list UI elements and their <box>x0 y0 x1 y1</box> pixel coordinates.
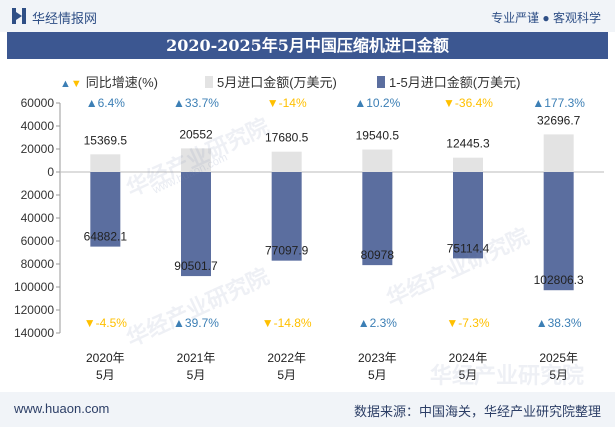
growth-may-label: ▼-14% <box>267 96 307 110</box>
may-value-label: 17680.5 <box>265 131 309 145</box>
x-category-label: 5月 <box>96 368 115 382</box>
chart-title: 2020-2025年5月中国压缩机进口金额 <box>166 36 449 55</box>
y-tick-label: 80000 <box>21 257 55 271</box>
logo-icon <box>12 8 26 24</box>
legend-growth: ▲▼ 同比增速(%) <box>60 72 158 91</box>
may-value-label: 32696.7 <box>537 113 581 127</box>
x-category-label: 2022年 <box>267 351 306 365</box>
cumulative-swatch <box>377 76 385 88</box>
y-tick-label: 100000 <box>14 280 54 294</box>
legend-may: 5月进口金额(万美元) <box>205 72 337 91</box>
down-triangle-icon: ▼ <box>70 78 82 90</box>
growth-may-label: ▲10.2% <box>354 96 400 110</box>
title-bar: 2020-2025年5月中国压缩机进口金额 <box>7 32 608 59</box>
may-bar <box>453 157 483 172</box>
y-tick-label: 60000 <box>21 234 55 248</box>
may-bar <box>90 154 121 172</box>
y-tick-label: 20000 <box>21 188 55 202</box>
cumulative-value-label: 102806.3 <box>534 273 584 287</box>
up-triangle-icon: ▲ <box>60 78 71 90</box>
may-bar <box>181 148 211 172</box>
data-source: 数据来源：中国海关，华经产业研究院整理 <box>353 404 601 419</box>
growth-may-label: ▲33.7% <box>173 96 219 110</box>
x-category-label: 5月 <box>368 368 387 382</box>
x-category-label: 5月 <box>187 368 206 382</box>
x-category-label: 2025年 <box>539 351 578 365</box>
y-tick-label: 40000 <box>21 119 55 133</box>
may-swatch <box>205 76 213 88</box>
may-bar <box>271 151 302 172</box>
growth-cumulative-label: ▲38.3% <box>536 316 582 330</box>
header-bar: 华经情报网 专业严谨 ● 客观科学 <box>0 0 615 32</box>
growth-may-label: ▲177.3% <box>532 96 585 110</box>
x-category-label: 2020年 <box>86 351 125 365</box>
x-category-label: 5月 <box>277 368 296 382</box>
y-tick-label: 140000 <box>14 326 54 340</box>
x-category-label: 2021年 <box>177 351 216 365</box>
legend-may-label: 5月进口金额(万美元) <box>217 75 337 90</box>
y-tick-label: 60000 <box>21 96 55 110</box>
cumulative-bar <box>543 172 574 291</box>
may-value-label: 19540.5 <box>356 129 400 143</box>
footer-bar: www.huaon.com 数据来源：中国海关，华经产业研究院整理 <box>0 392 615 427</box>
y-tick-label: 0 <box>47 165 54 179</box>
cumulative-bar <box>90 172 121 247</box>
may-bar <box>543 134 574 172</box>
y-tick-label: 40000 <box>21 211 55 225</box>
cumulative-value-label: 75114.4 <box>447 241 490 255</box>
may-bar <box>362 149 393 172</box>
legend-cumulative: 1-5月进口金额(万美元) <box>377 72 520 91</box>
legend-cumulative-label: 1-5月进口金额(万美元) <box>389 75 521 90</box>
growth-cumulative-label: ▼-14.8% <box>262 316 312 330</box>
growth-may-label: ▲6.4% <box>86 96 126 110</box>
cumulative-value-label: 77097.9 <box>265 244 309 258</box>
brand-name: 华经情报网 <box>32 11 98 26</box>
cumulative-value-label: 64882.1 <box>84 230 128 244</box>
cumulative-bar <box>453 172 483 259</box>
growth-cumulative-label: ▲2.3% <box>358 316 398 330</box>
growth-cumulative-label: ▲39.7% <box>173 316 219 330</box>
cumulative-bar <box>271 172 302 261</box>
growth-may-label: ▼-36.4% <box>443 96 493 110</box>
footer-site: www.huaon.com <box>14 401 110 416</box>
x-category-label: 2023年 <box>358 351 397 365</box>
x-category-label: 5月 <box>549 368 568 382</box>
cumulative-bar <box>181 172 211 277</box>
may-value-label: 20552 <box>179 127 213 141</box>
x-category-label: 2024年 <box>449 351 488 365</box>
watermark: 华经产业研究院 <box>430 363 585 388</box>
y-tick-label: 120000 <box>14 303 54 317</box>
may-value-label: 15369.5 <box>84 133 128 147</box>
growth-cumulative-label: ▼-4.5% <box>84 316 128 330</box>
tagline: 专业严谨 ● 客观科学 <box>491 11 601 25</box>
y-tick-label: 20000 <box>21 142 55 156</box>
may-value-label: 12445.3 <box>446 137 490 151</box>
growth-cumulative-label: ▼-7.3% <box>446 316 490 330</box>
cumulative-value-label: 90501.7 <box>174 259 218 273</box>
cumulative-value-label: 80978 <box>361 248 395 262</box>
cumulative-bar <box>362 172 393 266</box>
x-category-label: 5月 <box>459 368 478 382</box>
bar-chart: 60000 40000 20000 0 20000 40000 60000 80000 1000… <box>14 96 604 382</box>
legend-growth-label: 同比增速(%) <box>85 75 158 90</box>
